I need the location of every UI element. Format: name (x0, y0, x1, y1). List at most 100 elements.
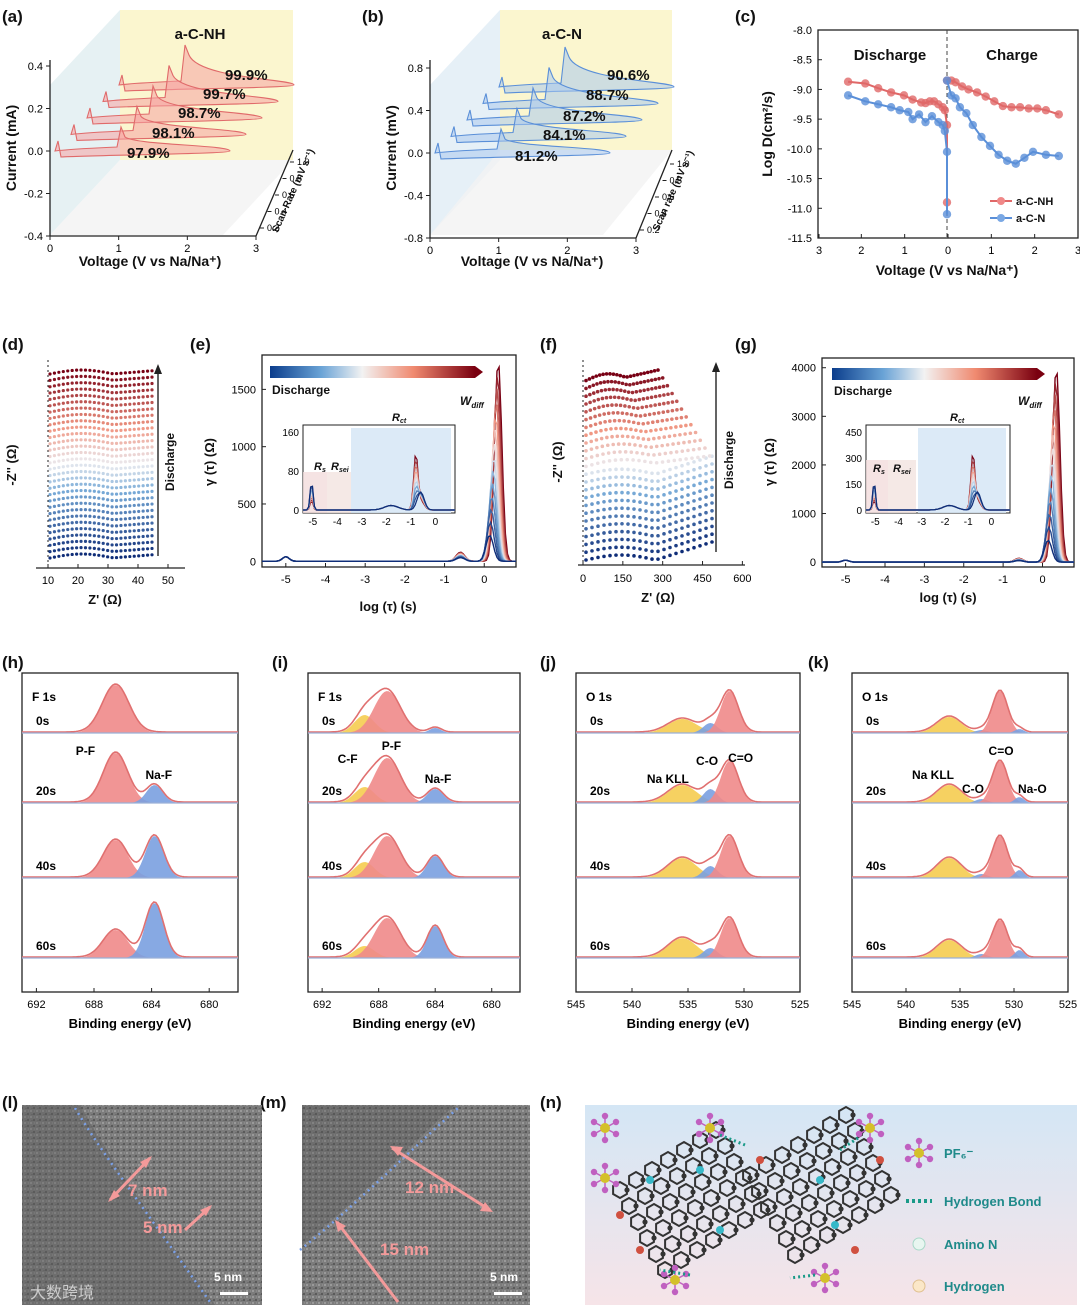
impedance-point (621, 396, 625, 400)
impedance-point (644, 556, 648, 560)
impedance-point (110, 422, 114, 426)
impedance-point (620, 522, 624, 526)
impedance-point (680, 471, 684, 476)
impedance-point (619, 457, 624, 462)
impedance-point (626, 514, 630, 519)
impedance-point (710, 524, 714, 529)
impedance-point (83, 495, 88, 499)
impedance-point (666, 459, 671, 464)
impedance-point (637, 397, 642, 402)
impedance-point (88, 375, 92, 379)
fluorine-atom (915, 1161, 923, 1169)
impedance-point (128, 529, 132, 533)
impedance-point (588, 392, 592, 397)
graphene-ring (760, 1197, 776, 1217)
impedance-point (123, 504, 127, 508)
impedance-point (587, 384, 592, 389)
impedance-point (66, 483, 70, 487)
impedance-point (141, 458, 145, 462)
impedance-point (83, 463, 88, 467)
impedance-point (88, 425, 92, 430)
impedance-point (601, 460, 606, 464)
carbon-atom (701, 1247, 707, 1253)
x-tick-label: -4 (880, 574, 890, 586)
carbon-atom (724, 1211, 730, 1217)
panel-l-tem-image: 7 nm 5 nm 5 nm 大数跨境 (22, 1105, 262, 1305)
impedance-point (110, 372, 114, 376)
y-tick-label: 3000 (792, 411, 816, 423)
impedance-point (75, 527, 79, 531)
graphene-ring (678, 1182, 694, 1202)
impedance-point (83, 552, 88, 556)
data-point-a-C-NH (886, 88, 896, 97)
impedance-point (584, 480, 588, 484)
impedance-point (88, 457, 92, 461)
impedance-point (48, 435, 52, 440)
graphene-ring (630, 1212, 646, 1232)
impedance-point (83, 374, 88, 379)
graphene-ring (719, 1178, 735, 1198)
impedance-point (61, 490, 65, 494)
carbon-atom (692, 1231, 698, 1237)
impedance-point (646, 421, 650, 425)
x-tick-label: 0 (945, 245, 951, 257)
graphene-ring (662, 1192, 678, 1212)
impedance-point (119, 504, 123, 509)
xps-peak-component (22, 685, 238, 733)
impedance-point (634, 413, 638, 418)
impedance-point (97, 439, 101, 443)
carbon-atom (886, 1176, 892, 1182)
impedance-point (590, 486, 594, 491)
impedance-point (61, 509, 65, 513)
impedance-point (608, 395, 613, 400)
impedance-point (602, 412, 606, 416)
impedance-point (584, 542, 588, 547)
impedance-point (132, 383, 136, 387)
impedance-point (70, 495, 74, 499)
impedance-point (83, 508, 88, 512)
impedance-point (132, 535, 136, 539)
impedance-point (595, 389, 600, 394)
inset-x-tick-label: -5 (871, 517, 880, 528)
impedance-point (698, 528, 702, 533)
data-point-a-C-N (927, 111, 937, 121)
graphene-ring (815, 1141, 831, 1161)
impedance-point (97, 445, 101, 450)
impedance-point (75, 539, 79, 544)
impedance-point (141, 388, 145, 393)
impedance-point (710, 470, 714, 474)
chart-c-discharge-label: Discharge (854, 47, 927, 64)
impedance-point (592, 399, 596, 403)
xps-title: O 1s (862, 690, 888, 704)
impedance-point (650, 502, 654, 507)
impedance-point (608, 506, 612, 511)
impedance-point (101, 383, 105, 387)
fluorine-atom (866, 1112, 874, 1120)
impedance-point (79, 539, 83, 543)
impedance-point (141, 433, 145, 437)
graphene-ring (842, 1189, 858, 1209)
impedance-point (657, 436, 661, 440)
impedance-point (620, 381, 625, 386)
fluorine-atom (601, 1136, 609, 1144)
impedance-point (110, 460, 114, 465)
impedance-point (110, 473, 114, 477)
impedance-point (101, 446, 105, 450)
impedance-point (137, 414, 141, 418)
carbon-atom (649, 1193, 655, 1199)
impedance-point (137, 554, 141, 558)
impedance-point (97, 369, 101, 373)
impedance-point (101, 529, 105, 533)
chart-g-colorbar-label: Discharge (834, 384, 892, 398)
fluorine-atom (612, 1118, 620, 1126)
impedance-point (52, 466, 57, 470)
impedance-point (61, 427, 65, 431)
impedance-point (614, 498, 618, 503)
impedance-point (123, 453, 127, 457)
impedance-point (66, 426, 70, 430)
impedance-point (662, 401, 666, 406)
impedance-point (675, 408, 679, 412)
impedance-point (698, 438, 703, 443)
peak-label: C=O (989, 744, 1014, 758)
